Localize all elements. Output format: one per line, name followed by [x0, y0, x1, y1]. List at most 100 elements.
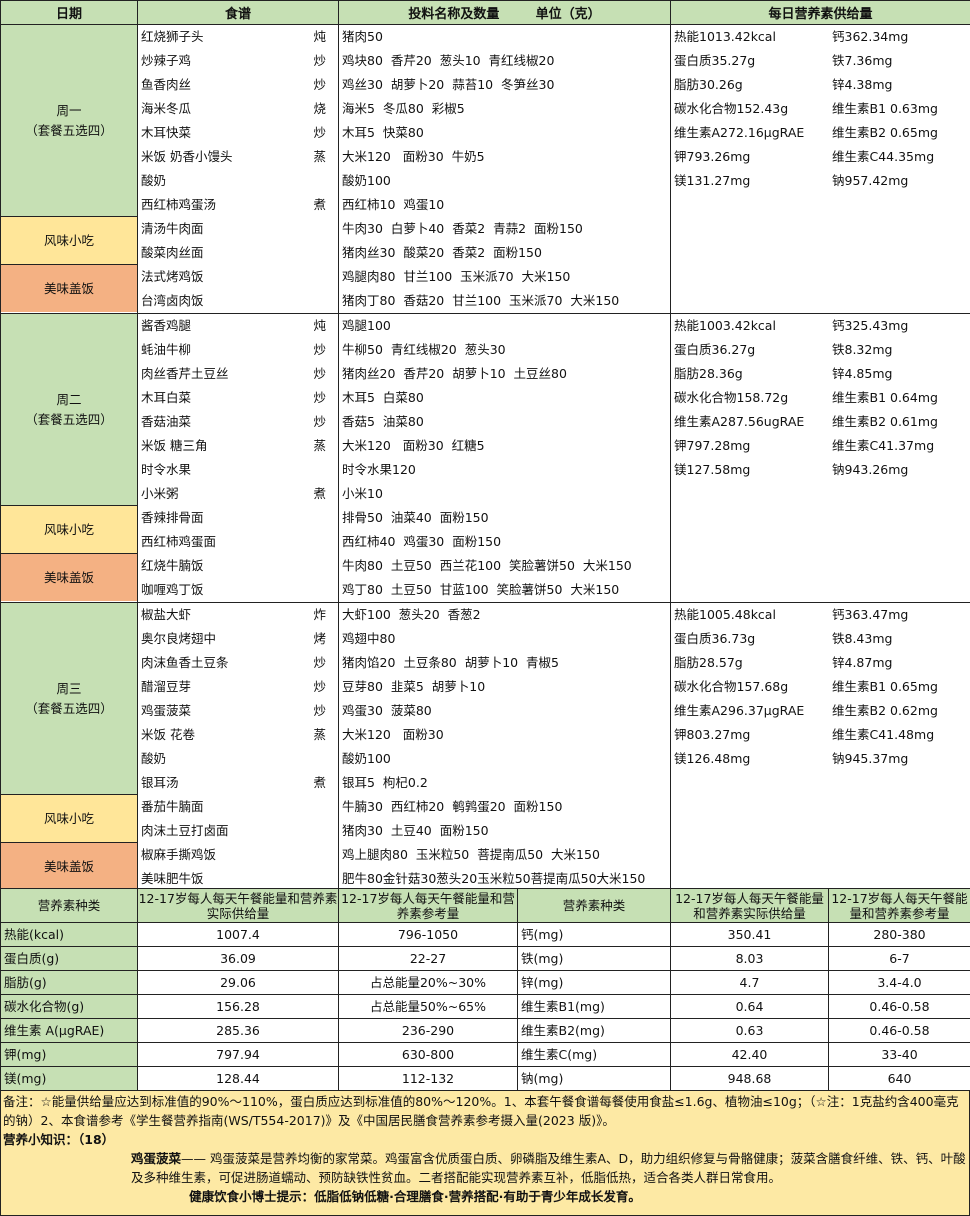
nutrient-value: 维生素B2 0.61mg — [832, 414, 938, 429]
ingredient-line: 香菇5 油菜80 — [342, 414, 424, 429]
reference-value: 33-40 — [828, 1042, 970, 1067]
cooking-method: 煮 — [313, 197, 326, 212]
cooking-method: 蒸 — [313, 149, 326, 164]
nutrient-value: 脂肪30.26g — [674, 77, 743, 92]
actual-value: 285.36 — [137, 1018, 339, 1043]
nutrient-value: 钠957.42mg — [832, 173, 909, 188]
ingredient-line: 大米120 面粉30 — [342, 727, 444, 742]
nutrient-value: 蛋白质36.73g — [674, 631, 756, 646]
ingredient-line: 鸡块80 香芹20 葱头10 青红线椒20 — [342, 53, 555, 68]
nutrition-cell: 热能1005.48kcal 钙363.47mg 蛋白质36.73g 铁8.43mg 脂肪… — [670, 602, 970, 892]
summary-header: 12-17岁每人每天午餐能量和营养素参考量 — [338, 888, 518, 923]
nutrient-value: 维生素A287.56ugRAE — [674, 414, 805, 429]
recipe-item: 台湾卤肉饭 — [139, 289, 338, 313]
recipe-item: 海米冬瓜 烧 — [139, 97, 338, 121]
nutrition-grid: 热能1013.42kcal 钙362.34mg 蛋白质35.27g 铁7.36mg 脂肪… — [672, 26, 970, 194]
ingredient-line: 银耳5 枸杞0.2 — [342, 775, 428, 790]
recipe-item: 法式烤鸡饭 — [139, 265, 338, 289]
nutrition-summary-table: 营养素种类 12-17岁每人每天午餐能量和营养素实际供给量 12-17岁每人每天午餐… — [0, 888, 970, 1091]
nutrient-value: 钾797.28mg — [674, 438, 751, 453]
rice-label: 美味盖饭 — [1, 554, 137, 601]
recipe-name: 咖喱鸡丁饭 — [141, 582, 204, 597]
cooking-method: 炒 — [313, 703, 326, 718]
summary-row: 钾(mg) 797.94 630-800 维生素C(mg) 42.40 33-40 — [0, 1042, 970, 1067]
recipe-name: 酱香鸡腿 — [141, 318, 192, 333]
reference-value: 0.46-0.58 — [828, 994, 970, 1019]
rice-label: 美味盖饭 — [1, 843, 137, 890]
summary-row: 碳水化合物(g) 156.28 占总能量50%~65% 维生素B1(mg) 0.64 0.… — [0, 994, 970, 1019]
recipe-name: 蚝油牛柳 — [141, 342, 192, 357]
day-name: 周三 — [56, 680, 82, 696]
nutrient-name: 镁(mg) — [0, 1066, 138, 1091]
recipe-name: 奥尔良烤翅中 — [141, 631, 217, 646]
recipe-name: 美味肥牛饭 — [141, 871, 204, 886]
reference-value: 22-27 — [338, 946, 518, 971]
recipe-item: 米饭 花卷 蒸 — [139, 723, 338, 747]
snack-label: 风味小吃 — [1, 217, 137, 265]
ingredient-line: 酸奶100 — [342, 751, 391, 766]
recipe-name: 银耳汤 — [141, 775, 179, 790]
ingredient-line: 小米10 — [342, 486, 383, 501]
nutrient-value: 钙325.43mg — [832, 318, 909, 333]
nutrient-name: 钠(mg) — [517, 1066, 671, 1091]
recipe-name: 时令水果 — [141, 462, 192, 477]
ingredient-line: 排骨50 油菜40 面粉150 — [342, 510, 489, 525]
nutrient-value: 钠943.26mg — [832, 462, 909, 477]
ingredient-line: 鸡上腿肉80 玉米粒50 菩提南瓜50 大米150 — [342, 847, 600, 862]
recipe-item: 炒辣子鸡 炒 — [139, 49, 338, 73]
nutrient-value: 镁127.58mg — [674, 462, 751, 477]
remark-text: 备注：☆能量供给量应达到标准值的90%～110%，蛋白质应达到标准值的80%～1… — [3, 1094, 959, 1128]
cooking-method: 炖 — [313, 29, 326, 44]
day-label: 周二 （套餐五选四） — [25, 390, 113, 430]
recipe-name: 海米冬瓜 — [141, 101, 192, 116]
snack-label: 风味小吃 — [1, 795, 137, 843]
nutrient-value: 镁131.27mg — [674, 173, 751, 188]
day-subtitle: （套餐五选四） — [25, 122, 113, 138]
nutrient-name: 维生素B1(mg) — [517, 994, 671, 1019]
recipe-name: 红烧狮子头 — [141, 29, 204, 44]
day-block: 周一 （套餐五选四） — [1, 25, 137, 217]
ingredient-line: 猪肉馅20 土豆条80 胡萝卜10 青椒5 — [342, 655, 560, 670]
ingredient-line: 鸡蛋30 菠菜80 — [342, 703, 432, 718]
ingredient-line: 鸡腿100 — [342, 318, 391, 333]
summary-header: 12-17岁每人每天午餐能量和营养素实际供给量 — [670, 888, 829, 923]
ingredient-line: 猪肉丁80 香菇20 甘兰100 玉米派70 大米150 — [342, 293, 620, 308]
actual-value: 29.06 — [137, 970, 339, 995]
notes-panel: 备注：☆能量供给量应达到标准值的90%～110%，蛋白质应达到标准值的80%～1… — [0, 1090, 970, 1216]
recipe-item: 时令水果 — [139, 458, 338, 482]
recipe-item: 鱼香肉丝 炒 — [139, 73, 338, 97]
recipe-item: 咖喱鸡丁饭 — [139, 578, 338, 602]
nutrient-value: 钙362.34mg — [832, 29, 909, 44]
recipe-name: 台湾卤肉饭 — [141, 293, 204, 308]
recipe-item: 酸奶 — [139, 169, 338, 193]
recipe-item: 米饭 奶香小馒头 蒸 — [139, 145, 338, 169]
nutrient-value: 钙363.47mg — [832, 607, 909, 622]
nutrient-value: 碳水化合物152.43g — [674, 101, 789, 116]
recipe-item: 西红柿鸡蛋面 — [139, 530, 338, 554]
snack-label: 风味小吃 — [1, 506, 137, 554]
dish-name: 鸡蛋菠菜 — [131, 1151, 182, 1166]
nutrient-value: 维生素C44.35mg — [832, 149, 935, 164]
nutrient-name: 维生素C(mg) — [517, 1042, 671, 1067]
recipe-name: 鸡蛋菠菜 — [141, 703, 192, 718]
nutrient-value: 钠945.37mg — [832, 751, 909, 766]
nutrition-cell: 热能1013.42kcal 钙362.34mg 蛋白质35.27g 铁7.36mg 脂肪… — [670, 24, 970, 314]
recipe-item: 清汤牛肉面 — [139, 217, 338, 241]
recipe-item: 肉沫鱼香土豆条 炒 — [139, 651, 338, 675]
nutrient-name: 钾(mg) — [0, 1042, 138, 1067]
actual-value: 948.68 — [670, 1066, 829, 1091]
date-cell: 周二 （套餐五选四） 风味小吃 美味盖饭 — [0, 313, 138, 603]
day-label: 周一 （套餐五选四） — [25, 101, 113, 141]
nutrient-value: 维生素C41.37mg — [832, 438, 935, 453]
reference-value: 3.4-4.0 — [828, 970, 970, 995]
cooking-method: 炒 — [313, 342, 326, 357]
recipe-name: 醋溜豆芽 — [141, 679, 192, 694]
summary-header: 12-17岁每人每天午餐能量和营养素参考量 — [828, 888, 970, 923]
recipe-name: 酸奶 — [141, 173, 167, 188]
ingredient-line: 大虾100 葱头20 香葱2 — [342, 607, 481, 622]
summary-row: 脂肪(g) 29.06 占总能量20%~30% 锌(mg) 4.7 3.4-4.0 — [0, 970, 970, 995]
recipe-name: 红烧牛腩饭 — [141, 558, 204, 573]
reference-value: 112-132 — [338, 1066, 518, 1091]
recipe-item: 醋溜豆芽 炒 — [139, 675, 338, 699]
recipe-item: 西红柿鸡蛋汤 煮 — [139, 193, 338, 217]
